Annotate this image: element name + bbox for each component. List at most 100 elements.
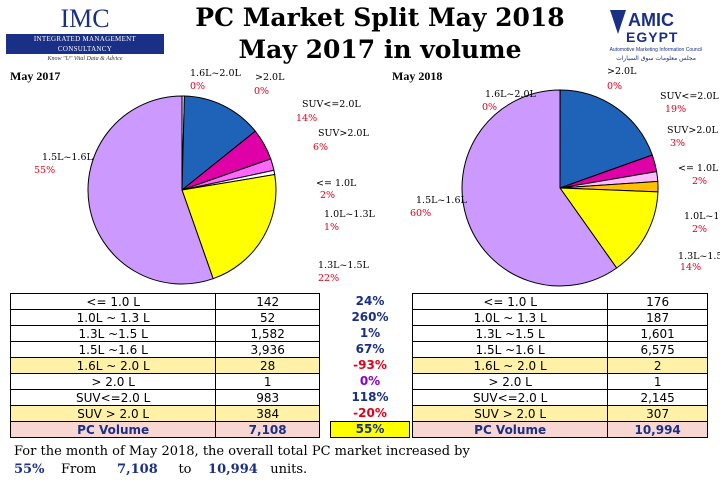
pie-chart-2017: May 2017 <= 1.0L2% 1.0L~1.3L 1% 1.3L~1.5L 22%…	[10, 68, 375, 285]
table-2017-segment-value: 142	[215, 293, 320, 310]
table-2017-segment-value: 384	[215, 405, 320, 422]
table-2018-segment-label: 1.3L ~1.5 L	[411, 325, 609, 342]
growth-value: 118%	[351, 390, 389, 404]
table-2018-row: SUV > 2.0 L 307	[411, 405, 708, 422]
summary-text: For the month of May 2018, the overall t…	[14, 443, 714, 479]
amic-logo-line1: AMIC	[628, 10, 674, 30]
slice-label: <= 1.0L	[678, 163, 719, 174]
table-2017-segment-value: 52	[215, 309, 320, 326]
table-2017-segment-label: <= 1.0 L	[9, 293, 217, 310]
table-2018-row: <= 1.0 L 176	[411, 293, 708, 310]
table-2018-segment-label: SUV > 2.0 L	[411, 405, 609, 422]
growth-value: 55%	[330, 421, 410, 438]
table-2018-segment-value: 1,601	[607, 325, 708, 342]
slice-percent: 60%	[410, 208, 431, 219]
summary-line-1: For the month of May 2018, the overall t…	[14, 443, 714, 461]
amic-logo-line2: EGYPT	[626, 29, 678, 45]
slice-label: SUV<=2.0L	[660, 91, 719, 102]
slice-percent: 22%	[318, 273, 339, 284]
table-2017-row: SUV<=2.0 L 983	[9, 389, 320, 406]
summary-from: From	[60, 462, 97, 477]
slice-label: >2.0L	[607, 66, 637, 77]
table-2017-segment-value: 1	[215, 373, 320, 390]
table-2018-segment-label: SUV<=2.0 L	[411, 389, 609, 406]
table-2017-row: 1.3L ~1.5 L 1,582	[9, 325, 320, 342]
table-2017-segment-value: 1,582	[215, 325, 320, 342]
growth-value: 0%	[359, 374, 381, 388]
pie-slice	[559, 187, 659, 269]
slice-percent: 2%	[692, 224, 707, 235]
amic-logo-mark	[610, 10, 626, 34]
table-2017-segment-label: 1.3L ~1.5 L	[9, 325, 217, 342]
pie-slice	[461, 89, 618, 287]
summary-to: to	[178, 462, 192, 477]
slice-label: 1.3L~1.5L	[318, 260, 369, 271]
pie-slice	[87, 95, 214, 285]
table-2017-row: <= 1.0 L 142	[9, 293, 320, 310]
table-2018-segment-value: 176	[607, 293, 708, 310]
amic-logo: AMIC EGYPT Automotive Marketing Informat…	[596, 4, 716, 64]
table-2018-segment-value: 10,994	[607, 421, 708, 438]
table-2018-segment-value: 6,575	[607, 341, 708, 358]
slice-percent: 19%	[665, 104, 686, 115]
slice-percent: 0%	[254, 86, 269, 97]
slice-percent: 14%	[296, 113, 317, 124]
amic-logo-arabic: مجلس معلومات سوق السيارات	[616, 55, 696, 62]
slice-percent: 1%	[324, 222, 339, 233]
table-2017-row: 1.0L ~ 1.3 L 52	[9, 309, 320, 326]
table-2018-segment-value: 1	[607, 373, 708, 390]
title-line-2: May 2017 in volume	[238, 35, 522, 64]
slice-percent: 14%	[680, 262, 701, 273]
growth-value: -93%	[353, 358, 387, 372]
growth-value: 1%	[359, 326, 381, 340]
slice-label: SUV>2.0L	[667, 125, 718, 136]
slice-label: 1.0L~1.3L	[324, 209, 375, 220]
table-2017-segment-value: 3,936	[215, 341, 320, 358]
slice-label: <= 1.0L	[316, 178, 357, 189]
chart-title: May 2017	[10, 69, 60, 83]
slice-label: 1.6L~2.0L	[190, 68, 241, 79]
table-2017-segment-label: SUV<=2.0 L	[9, 389, 217, 406]
slice-percent: 6%	[313, 142, 328, 153]
table-2018: <= 1.0 L 176 1.0L ~ 1.3 L 187 1.3L ~1.5 L 1,6…	[411, 293, 708, 438]
growth-column: 24% 260% 1% 67% -93% 0% 118% -20% 55%	[330, 293, 410, 438]
pie-chart-2018: May 2018 <= 1.0L 2% 1.0L~1.3L 2% 1.3L~1.5L14%…	[392, 66, 720, 287]
slice-percent: 3%	[670, 138, 685, 149]
table-2017-segment-value: 28	[215, 357, 320, 374]
summary-pct: 55%	[14, 462, 45, 477]
table-2018-row: PC Volume 10,994	[411, 421, 708, 438]
imc-logo-bar: INTEGRATED MANAGEMENT CONSULTANCY	[6, 34, 164, 54]
amic-logo-graphic: AMIC EGYPT Automotive Marketing Informat…	[610, 10, 702, 62]
imc-logo-tagline: Know "U" Vital Data & Advice	[47, 56, 123, 62]
table-2018-row: 1.3L ~1.5 L 1,601	[411, 325, 708, 342]
table-2017-segment-value: 983	[215, 389, 320, 406]
pie-slice	[559, 89, 653, 189]
table-2017-segment-label: SUV > 2.0 L	[9, 405, 217, 422]
slice-percent: 2%	[692, 176, 707, 187]
slice-label: 1.5L~1.6L	[416, 195, 467, 206]
pie-slice	[181, 95, 257, 192]
table-2017-row: 1.6L ~ 2.0 L 28	[9, 357, 320, 374]
table-2018-segment-value: 307	[607, 405, 708, 422]
table-2017-segment-label: 1.5L ~1.6 L	[9, 341, 217, 358]
summary-value-2017: 7,108	[117, 462, 158, 477]
table-2018-segment-label: 1.5L ~1.6 L	[411, 341, 609, 358]
table-2017-segment-label: PC Volume	[9, 421, 217, 438]
slice-percent: 0%	[607, 81, 622, 92]
table-2018-segment-label: <= 1.0 L	[411, 293, 609, 310]
page-title: PC Market Split May 2018 May 2017 in vol…	[170, 2, 590, 66]
slice-label: 1.3L~1.5L	[678, 251, 720, 262]
table-2017-segment-label: > 2.0 L	[9, 373, 217, 390]
table-2017-row: 1.5L ~1.6 L 3,936	[9, 341, 320, 358]
table-2017-row: SUV > 2.0 L 384	[9, 405, 320, 422]
table-2017-segment-value: 7,108	[215, 421, 320, 438]
table-2018-segment-value: 2,145	[607, 389, 708, 406]
table-2017: <= 1.0 L 142 1.0L ~ 1.3 L 52 1.3L ~1.5 L 1,58…	[9, 293, 320, 438]
table-2018-row: 1.0L ~ 1.3 L 187	[411, 309, 708, 326]
table-2018-row: SUV<=2.0 L 2,145	[411, 389, 708, 406]
table-2017-segment-label: 1.0L ~ 1.3 L	[9, 309, 217, 326]
